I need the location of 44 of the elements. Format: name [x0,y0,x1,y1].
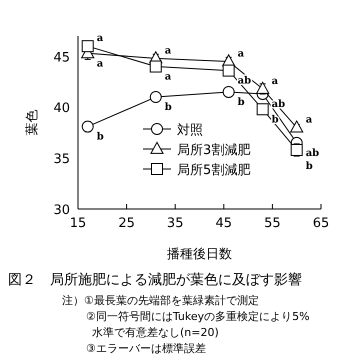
point [82,120,94,133]
point [222,64,235,77]
annotation: a [164,72,172,83]
x-tick-label: 15 [70,216,86,231]
annotation: a [96,33,104,44]
text: ③エラーバーは標準誤差 [86,342,206,355]
text: ②同一符号間にはTukeyの多重検定により5% [86,310,310,323]
x-axis-title: 播種後日数 [167,247,232,262]
y-tick-label: 40 [53,101,70,116]
point [290,120,304,132]
annotation: a [306,114,313,126]
point [222,86,235,98]
annotation: b [238,96,245,108]
text: 水準で有意差なし(n=20) [92,326,219,339]
annotation: b [164,102,172,114]
annotation: b [272,114,279,126]
annotation: ab [238,76,252,87]
text: 図２ 局所施肥による減肥が葉色に及ぼす影響 [8,272,302,288]
y-axis-title: 葉色 [25,110,40,136]
point [256,82,270,94]
point [150,60,162,73]
point [150,91,162,104]
point [82,40,94,52]
annotation: a [238,48,245,60]
annotation: ab [306,148,320,159]
annotation: b [96,132,104,143]
annotation: a [96,58,104,70]
text: 注）①最長葉の先端部を葉緑素計で測定 [62,294,259,307]
x-tick-label: 35 [166,216,184,231]
legend-label: 対照 [177,122,203,138]
annotation: a [272,76,279,87]
point [256,103,269,116]
y-tick-label: 45 [53,50,70,66]
x-tick-label: 45 [216,216,232,231]
annotation: b [306,160,313,172]
point [290,144,303,156]
legend-label: 局所5割減肥 [177,163,250,178]
annotation: a [164,45,172,56]
legend-label: 局所3割減肥 [177,143,250,158]
x-tick-label: 65 [312,216,330,231]
x-tick-label: 25 [118,216,135,231]
y-tick-label: 30 [53,203,70,218]
x-tick-label: 55 [264,216,281,231]
y-tick-label: 35 [53,152,70,168]
